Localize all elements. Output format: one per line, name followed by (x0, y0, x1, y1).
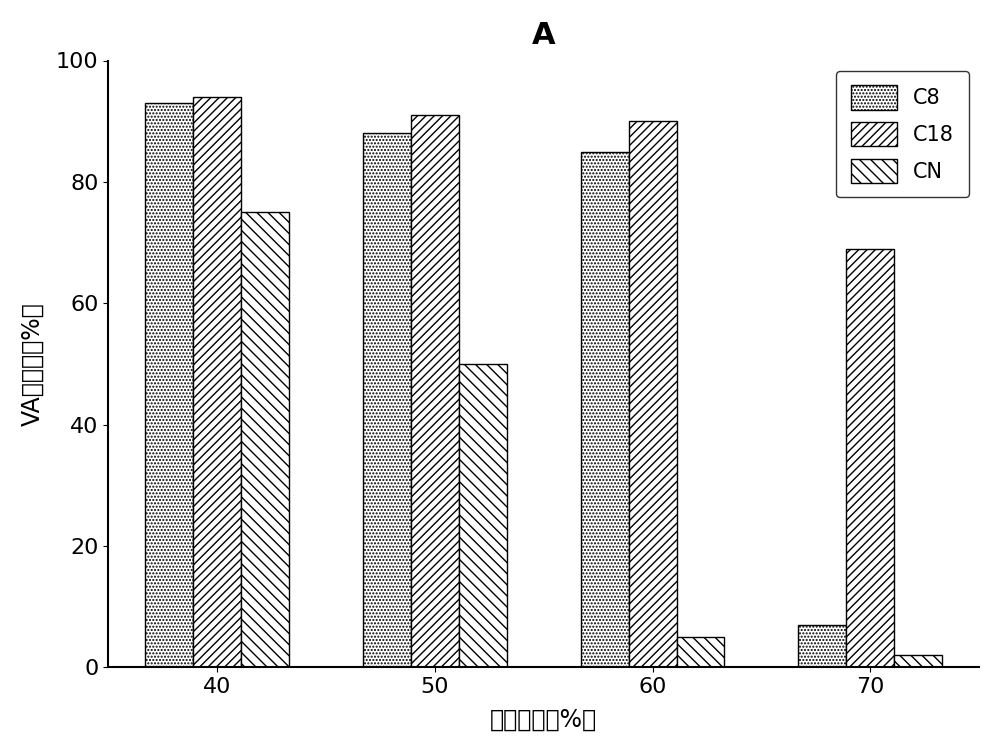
Bar (798, 625, 846, 667)
Bar (846, 248, 894, 667)
Bar (411, 115, 459, 667)
Bar (677, 637, 724, 667)
Title: A: A (532, 21, 556, 50)
X-axis label: 甲醇含量（%）: 甲醇含量（%） (490, 708, 597, 732)
Y-axis label: VA回收率（%）: VA回收率（%） (21, 302, 45, 425)
Bar (241, 212, 289, 667)
Bar (193, 97, 241, 667)
Bar (145, 103, 193, 667)
Bar (363, 133, 411, 667)
Bar (629, 121, 677, 667)
Bar (581, 151, 629, 667)
Legend: C8, C18, CN: C8, C18, CN (836, 71, 969, 197)
Bar (459, 364, 507, 667)
Bar (894, 655, 942, 667)
